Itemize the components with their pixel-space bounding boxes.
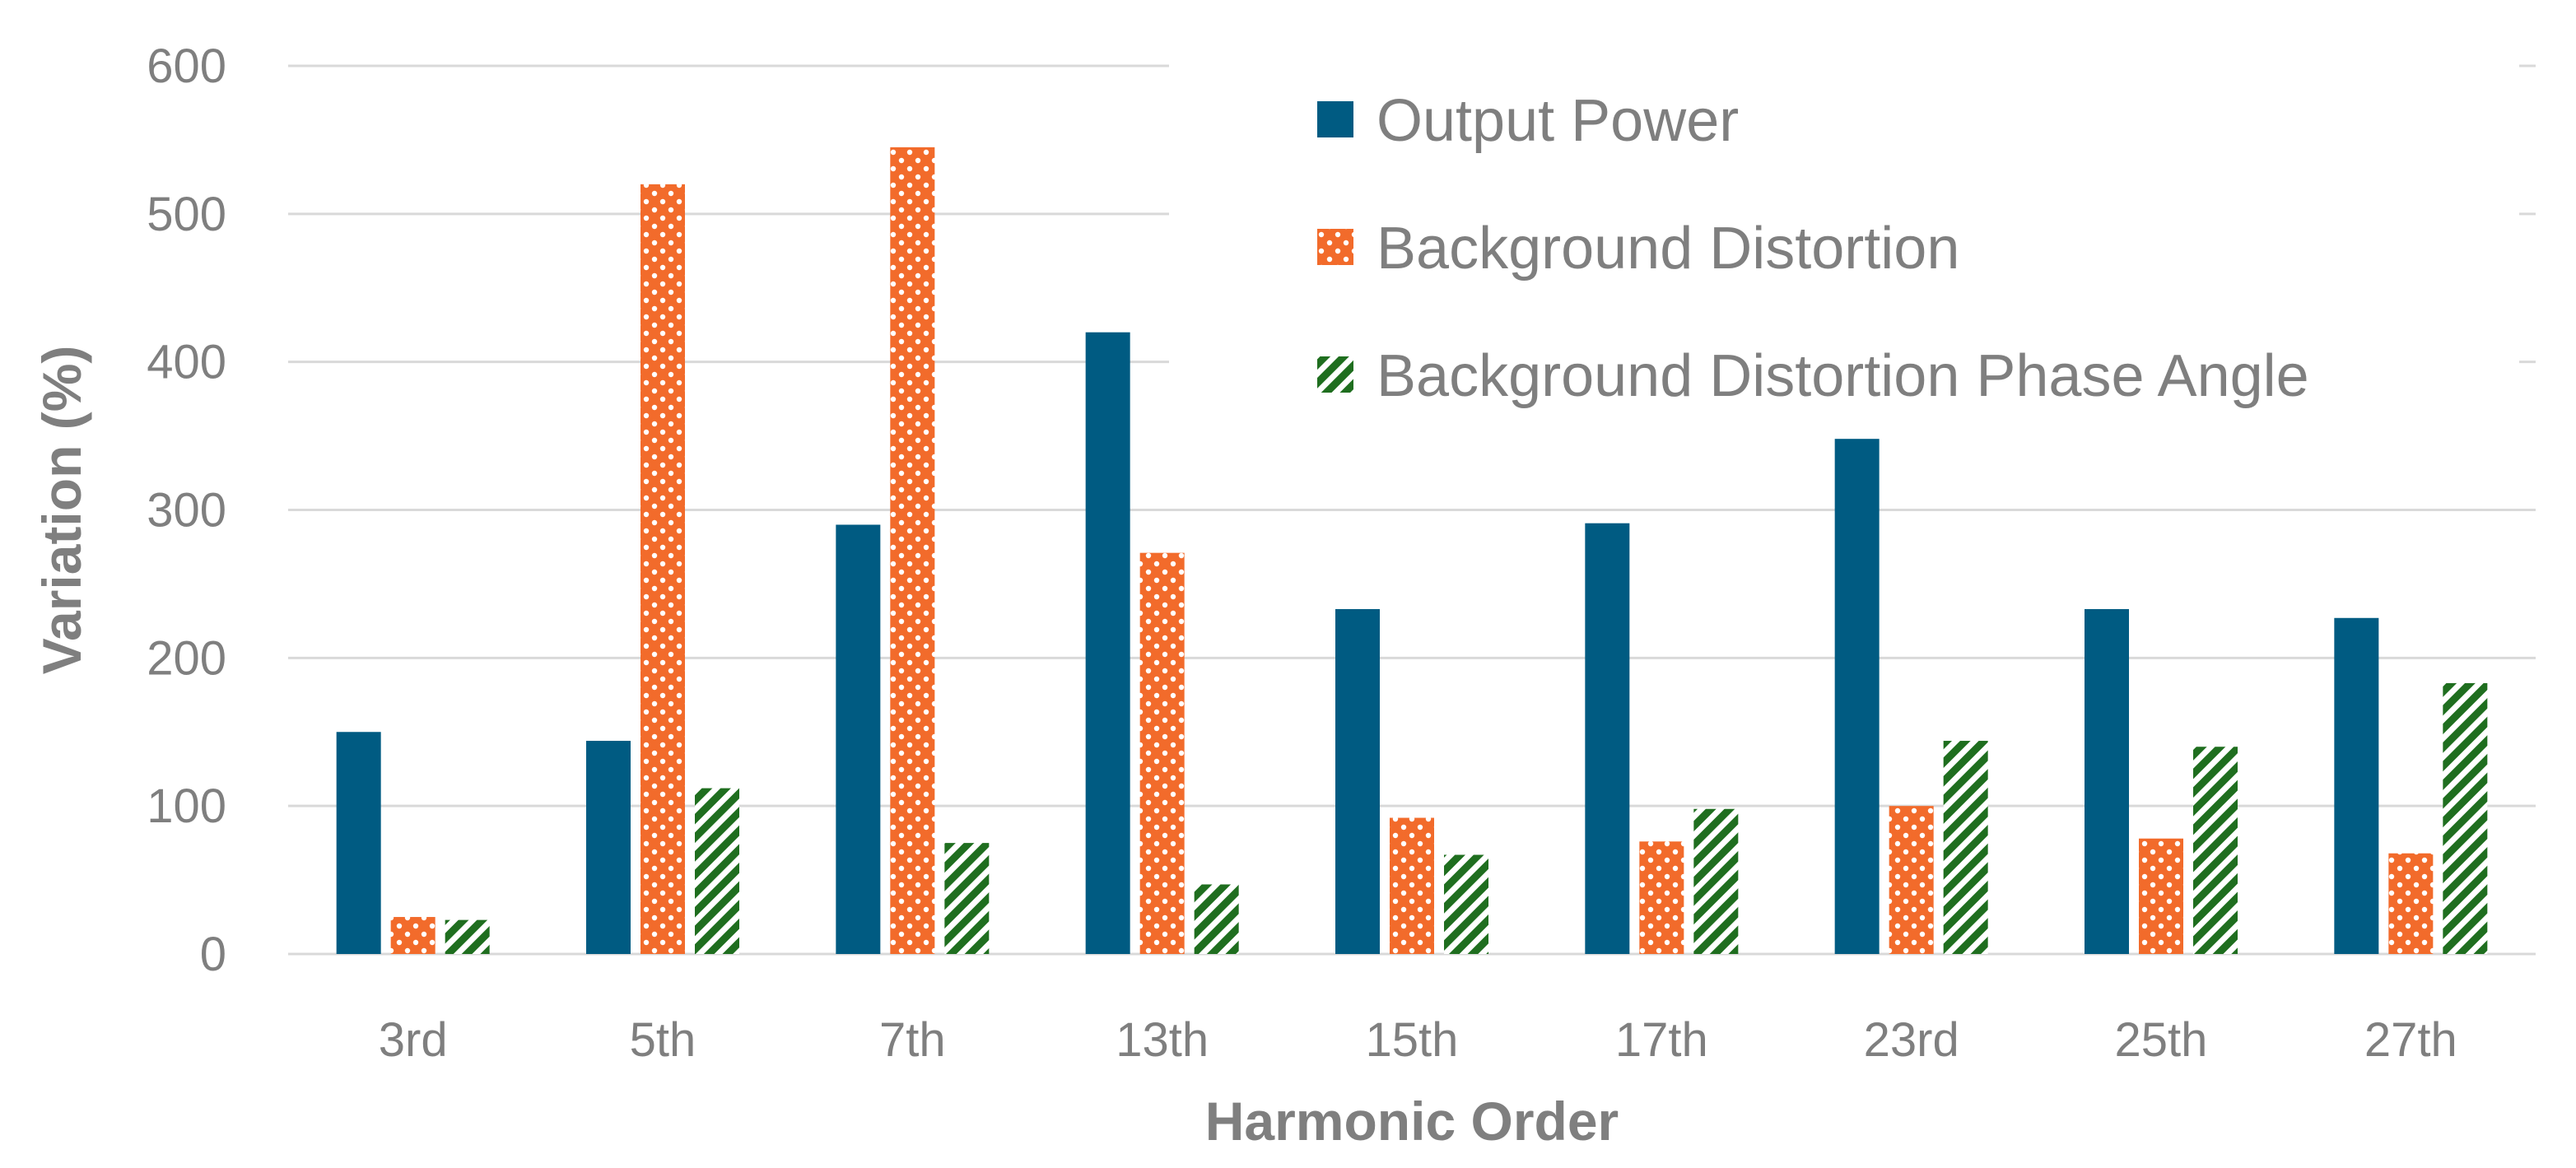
bar-output-power-3rd: [336, 732, 381, 954]
x-tick-label: 13th: [1116, 1013, 1209, 1067]
bar-output-power-5th: [586, 741, 631, 954]
bar-background-distortion-phase-angle-23rd: [1943, 741, 1988, 954]
bar-background-distortion-13th: [1139, 552, 1185, 954]
y-tick-label: 300: [147, 484, 226, 537]
y-tick-label: 0: [200, 928, 226, 981]
x-tick-label: 7th: [879, 1013, 946, 1067]
bar-output-power-23rd: [1834, 439, 1880, 954]
legend-label: Output Power: [1377, 88, 1739, 154]
x-tick-label: 23rd: [1864, 1013, 1959, 1067]
x-tick-label: 5th: [630, 1013, 696, 1067]
bar-background-distortion-phase-angle-25th: [2193, 747, 2238, 954]
x-axis-ticks: 3rd 5th 7th 13th 15th 17th 23rd 25th 27th: [379, 1013, 2457, 1067]
bar-background-distortion-17th: [1639, 841, 1684, 954]
bar-background-distortion-phase-angle-5th: [695, 788, 739, 954]
legend-swatch: [1317, 229, 1353, 265]
y-axis-title: Variation (%): [31, 346, 92, 675]
x-tick-label: 25th: [2115, 1013, 2208, 1067]
bar-output-power-17th: [1585, 523, 1630, 954]
bar-background-distortion-23rd: [1889, 806, 1934, 954]
y-tick-label: 600: [147, 40, 226, 93]
bar-background-distortion-7th: [890, 147, 935, 955]
y-tick-label: 200: [147, 631, 226, 685]
y-tick-label: 100: [147, 779, 226, 833]
legend-swatch: [1317, 356, 1353, 393]
bar-output-power-15th: [1335, 608, 1380, 954]
legend-label: Background Distortion: [1377, 216, 1959, 282]
bar-background-distortion-phase-angle-15th: [1444, 854, 1488, 954]
y-tick-label: 500: [147, 188, 226, 241]
legend-background: [1169, 49, 2519, 428]
x-tick-label: 17th: [1615, 1013, 1708, 1067]
bar-background-distortion-phase-angle-17th: [1693, 808, 1739, 954]
bars: [336, 147, 2488, 955]
x-tick-label: 27th: [2364, 1013, 2457, 1067]
bar-background-distortion-phase-angle-13th: [1194, 884, 1239, 954]
bar-output-power-27th: [2334, 617, 2379, 954]
bar-output-power-25th: [2085, 608, 2129, 954]
legend-swatch: [1317, 101, 1353, 137]
y-tick-label: 400: [147, 336, 226, 389]
x-tick-label: 15th: [1366, 1013, 1459, 1067]
legend-label: Background Distortion Phase Angle: [1377, 343, 2309, 409]
bar-output-power-13th: [1085, 332, 1130, 954]
bar-output-power-7th: [836, 524, 881, 954]
bar-background-distortion-phase-angle-7th: [944, 843, 990, 954]
y-axis-ticks: 0 100 200 300 400 500 600: [147, 40, 226, 981]
bar-background-distortion-5th: [641, 184, 685, 954]
bar-background-distortion-27th: [2388, 853, 2434, 954]
bar-background-distortion-3rd: [390, 917, 436, 954]
legend: Output Power Background Distortion Backgro…: [1169, 49, 2519, 428]
x-tick-label: 3rd: [379, 1013, 448, 1067]
x-axis-title: Harmonic Order: [1205, 1091, 1619, 1152]
bar-background-distortion-phase-angle-27th: [2443, 682, 2488, 954]
bar-background-distortion-15th: [1390, 817, 1434, 954]
bar-background-distortion-25th: [2139, 838, 2183, 954]
bar-background-distortion-phase-angle-3rd: [445, 919, 490, 954]
